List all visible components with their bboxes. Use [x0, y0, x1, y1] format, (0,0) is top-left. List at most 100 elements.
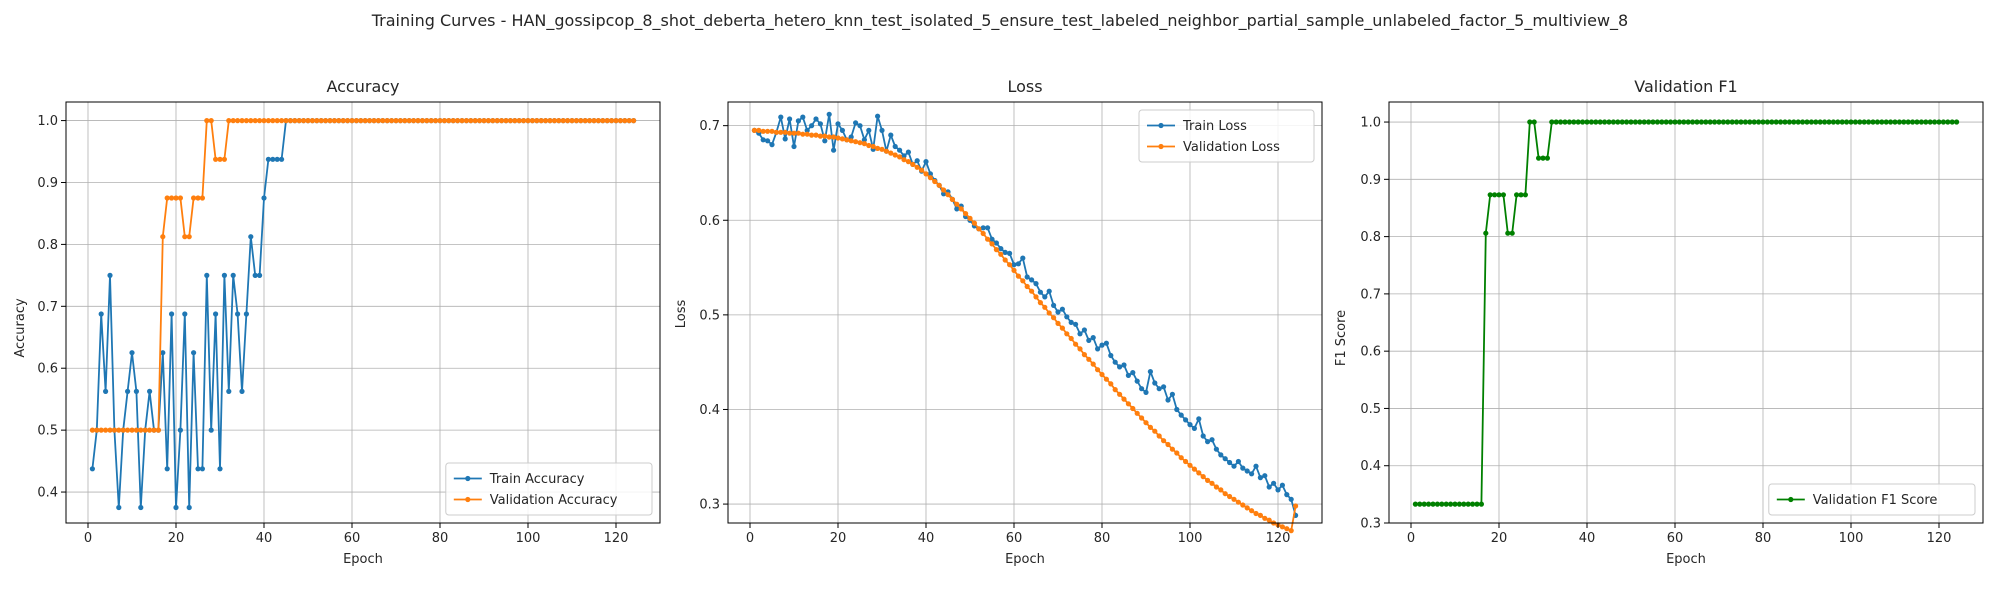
f1-series-0-point [1478, 501, 1484, 507]
f1-series-0-point [1703, 119, 1709, 125]
loss-series-1-point [1055, 320, 1061, 326]
loss-series-0-point [1103, 340, 1109, 346]
loss-xlabel: Epoch [1005, 552, 1045, 567]
loss-series-0-point [769, 142, 775, 148]
f1-series-0-point [1892, 119, 1898, 125]
loss-series-1-point [826, 134, 832, 140]
accuracy-series-0-point [186, 504, 192, 511]
f1-series-0-point [1694, 119, 1700, 125]
f1-series-0-point [1646, 119, 1652, 125]
accuracy-series-0-point [217, 466, 223, 472]
f1-series-0-point [1698, 119, 1704, 125]
f1-series-0-point [1461, 501, 1467, 507]
f1-series-0-point [1778, 119, 1784, 125]
accuracy-series-0-point [103, 388, 109, 394]
loss-series-1-point [1051, 315, 1057, 321]
loss-series-1-point [769, 128, 775, 134]
loss-series-0-point [1090, 335, 1096, 341]
accuracy-series-1-point [380, 118, 386, 124]
f1-series-0-point [1923, 119, 1929, 125]
loss-series-0-point [1037, 289, 1043, 295]
loss-title: Loss [1007, 77, 1042, 96]
accuracy-series-1-point [503, 118, 509, 124]
loss-series-1-point [1257, 512, 1263, 519]
accuracy-series-0-point [265, 156, 271, 162]
f1-series-0-point [1641, 119, 1647, 125]
loss-series-0-point [1108, 352, 1114, 359]
f1-series-0-point [1492, 192, 1498, 198]
loss-series-0-point [1020, 255, 1026, 261]
f1-series-0-point [1949, 119, 1955, 125]
loss-series-0-point [1235, 458, 1241, 465]
loss-series-0-line [753, 113, 1297, 516]
accuracy-legend: Train Accuracy Validation Accuracy [445, 462, 653, 516]
loss-series-1-point [787, 130, 793, 136]
f1-series-0-point [1720, 119, 1726, 125]
loss-series-1-point [949, 196, 956, 202]
accuracy-ylabel: Accuracy [13, 298, 28, 358]
loss-series-1-point [795, 130, 802, 136]
loss-series-1-point [985, 236, 991, 242]
f1-series-0-point [1773, 119, 1779, 125]
accuracy-series-1-point [411, 118, 417, 124]
accuracy-series-0-point [173, 504, 179, 511]
loss-series-0-point [1033, 281, 1039, 287]
accuracy-series-1-point [151, 427, 157, 433]
loss-series-0-point [1117, 364, 1123, 370]
f1-x-tick-label: 20 [1491, 531, 1508, 546]
accuracy-series-0-point [199, 466, 205, 472]
accuracy-series-1-point [213, 156, 219, 162]
accuracy-series-1-point [556, 118, 562, 124]
accuracy-series-0-point [226, 388, 232, 394]
f1-series-0-point [1852, 119, 1858, 125]
loss-legend-marker-0 [1158, 122, 1164, 129]
accuracy-series-1-point [560, 118, 566, 124]
accuracy-series-1-point [419, 118, 425, 124]
accuracy-series-0-point [248, 234, 254, 240]
loss-series-0-point [1059, 306, 1065, 312]
f1-legend-marker-0 [1788, 496, 1794, 503]
loss-series-0-point [765, 138, 771, 144]
loss-series-1-point [1103, 376, 1109, 382]
f1-y-tick-label: 0.4 [1360, 459, 1381, 474]
f1-series-0-point [1822, 119, 1828, 125]
loss-series-1-point [791, 130, 797, 136]
f1-x-tick-label: 40 [1579, 531, 1596, 546]
f1-series-0-point [1426, 501, 1432, 507]
f1-series-0-point [1566, 119, 1572, 125]
f1-series-0-point [1540, 155, 1546, 161]
f1-series-0-point [1866, 119, 1872, 125]
loss-series-1-point [1174, 450, 1180, 456]
accuracy-legend-box [445, 462, 653, 516]
accuracy-y-tick-label: 0.6 [37, 362, 58, 377]
loss-series-0-point [787, 116, 793, 122]
f1-series-0-point [1896, 119, 1902, 125]
loss-series-1-point [958, 206, 964, 212]
loss-series-0-point [1165, 397, 1171, 403]
accuracy-x-tick-label: 0 [84, 531, 92, 546]
accuracy-series-0-point [239, 388, 245, 394]
accuracy-series-1-point [340, 118, 346, 124]
loss-series-0-point [1288, 496, 1294, 502]
accuracy-x-tick-label: 20 [168, 531, 185, 546]
loss-series-1-point [1178, 455, 1184, 461]
loss-legend-label-0: Train Loss [1182, 119, 1247, 134]
f1-series-0-point [1782, 119, 1788, 125]
loss-series-1-point [1227, 493, 1233, 500]
accuracy-series-0-point [133, 388, 139, 394]
loss-series-0-point [1051, 302, 1057, 308]
f1-series-0-point [1593, 119, 1599, 125]
accuracy-x-tick-label: 60 [344, 531, 361, 546]
accuracy-series-1-point [98, 427, 104, 433]
accuracy-series-1-point [323, 118, 329, 124]
loss-series-1-point [1002, 257, 1008, 263]
loss-series-1-point [1134, 410, 1140, 416]
accuracy-series-1-point [477, 118, 483, 124]
f1-series-0-point [1659, 119, 1665, 125]
loss-x-tick-label: 120 [1266, 531, 1291, 546]
loss-series-1-point [1095, 367, 1101, 373]
loss-series-0-point [1046, 288, 1052, 294]
accuracy-series-1-point [221, 156, 227, 162]
accuracy-series-1-point [437, 118, 443, 124]
loss-series-0-point [1262, 473, 1268, 479]
